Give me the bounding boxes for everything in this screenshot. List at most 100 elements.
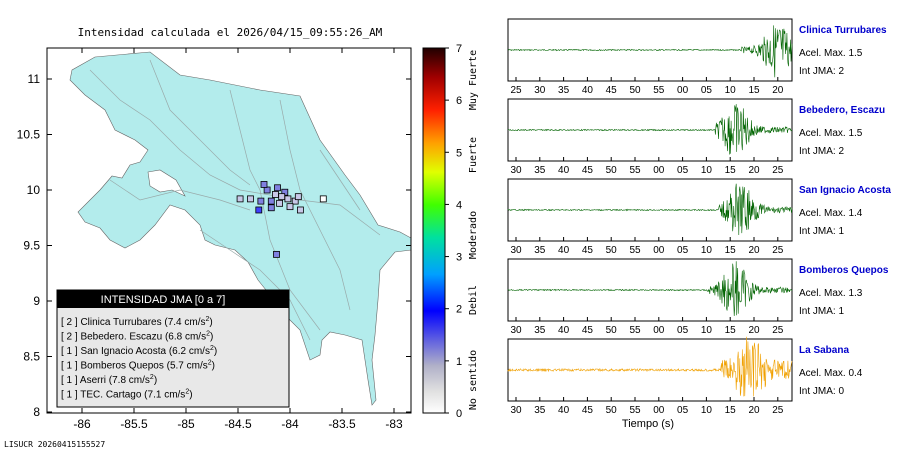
waveform-int-jma: Int JMA: 2 bbox=[799, 146, 844, 157]
waveform-x-tick-label: 25 bbox=[772, 245, 784, 256]
station-marker[interactable] bbox=[236, 195, 244, 203]
waveform-station-name: San Ignacio Acosta bbox=[799, 185, 891, 196]
waveform-int-jma: Int JMA: 0 bbox=[799, 386, 844, 397]
waveform-x-tick-label: 10 bbox=[725, 85, 737, 96]
waveform-trace bbox=[507, 183, 793, 236]
waveform-x-tick-label: 45 bbox=[606, 85, 618, 96]
station-marker[interactable] bbox=[272, 191, 279, 198]
station-marker[interactable] bbox=[286, 203, 294, 211]
waveform-x-tick-label: 30 bbox=[510, 325, 522, 336]
waveform-int-jma: Int JMA: 2 bbox=[799, 66, 844, 77]
map-y-ticks: 11 10.5 10 9.5 9 8.5 8 bbox=[17, 72, 411, 419]
station-marker[interactable] bbox=[255, 206, 263, 214]
station-marker[interactable] bbox=[284, 195, 292, 203]
station-marker[interactable] bbox=[247, 195, 254, 203]
colorbar-label: Debil bbox=[468, 285, 479, 315]
waveform-x-tick-label: 30 bbox=[510, 245, 522, 256]
waveform-x-tick-label: 05 bbox=[677, 325, 689, 336]
waveform-x-tick-label: 50 bbox=[606, 165, 618, 176]
waveform-x-tick-label: 15 bbox=[725, 165, 737, 176]
colorbar-tick-label: 0 bbox=[456, 408, 462, 420]
waveform-int-jma: Int JMA: 1 bbox=[799, 306, 844, 317]
waveform-station-name: Bomberos Quepos bbox=[799, 265, 889, 276]
waveform-x-tick-label: 40 bbox=[582, 85, 594, 96]
stations-layer bbox=[236, 181, 327, 258]
waveform-x-tick-label: 35 bbox=[558, 85, 570, 96]
legend-box: INTENSIDAD JMA [0 a 7] [ 2 ] Clinica Tur… bbox=[56, 289, 290, 408]
waveform-x-tick-label: 40 bbox=[558, 405, 570, 416]
waveform-x-tick-label: 25 bbox=[510, 85, 522, 96]
waveform-x-tick-label: 25 bbox=[772, 325, 784, 336]
station-marker[interactable] bbox=[274, 184, 281, 192]
waveform-x-tick-label: 15 bbox=[725, 405, 737, 416]
waveform-trace bbox=[507, 25, 793, 78]
waveform-x-tick-label: 20 bbox=[748, 325, 760, 336]
station-marker[interactable] bbox=[294, 193, 302, 201]
waveform-trace bbox=[507, 261, 793, 317]
waveform-x-tick-label: 15 bbox=[725, 245, 737, 256]
map-x-tick-label: -85.5 bbox=[120, 417, 148, 431]
station-marker[interactable] bbox=[260, 181, 268, 188]
waveform-x-tick-label: 45 bbox=[582, 165, 594, 176]
waveform-x-tick-label: 40 bbox=[558, 165, 570, 176]
station-marker[interactable] bbox=[263, 186, 271, 194]
map-x-tick-label: -85 bbox=[177, 417, 195, 431]
colorbar-label: Fuerte bbox=[468, 137, 479, 173]
waveform-x-tick-label: 20 bbox=[772, 85, 784, 96]
waveform-x-tick-label: 25 bbox=[772, 405, 784, 416]
station-marker[interactable] bbox=[267, 197, 275, 205]
waveform-x-tick-label: 15 bbox=[748, 85, 760, 96]
waveform-x-tick-label: 20 bbox=[748, 165, 760, 176]
waveform-acel-max: Acel. Max. 1.5 bbox=[799, 128, 863, 139]
waveform-x-tick-label: 35 bbox=[534, 405, 546, 416]
waveform-x-tick-label: 35 bbox=[534, 165, 546, 176]
waveform-x-tick-label: 45 bbox=[582, 245, 594, 256]
colorbar-label: No sentido bbox=[468, 350, 479, 410]
colorbar-tick-label: 2 bbox=[456, 304, 462, 316]
map-x-tick-label: -83 bbox=[385, 417, 403, 431]
waveform-panel: 30 35 40 45 50 55 00 05 10 15 20 25 Bomberos Quepos A… bbox=[507, 258, 889, 336]
waveform-x-tick-label: 00 bbox=[677, 85, 689, 96]
waveform-x-tick-label: 00 bbox=[653, 245, 665, 256]
waveform-x-tick-label: 00 bbox=[653, 325, 665, 336]
map-x-tick-label: -84 bbox=[281, 417, 299, 431]
waveform-station-name: Bebedero, Escazu bbox=[799, 105, 885, 116]
station-marker[interactable] bbox=[257, 197, 265, 205]
station-marker[interactable] bbox=[296, 206, 304, 214]
waveform-panel: 30 35 40 45 50 55 00 05 10 15 20 25 Bebedero, Escazu… bbox=[507, 98, 885, 176]
waveform-x-tick-label: 10 bbox=[701, 405, 713, 416]
waveform-x-tick-label: 10 bbox=[701, 165, 713, 176]
waveform-x-tick-label: 55 bbox=[629, 245, 641, 256]
road-network bbox=[89, 59, 381, 341]
map-x-ticks: -86 -85.5 -85 -84.5 -84 -83.5 -83 bbox=[73, 48, 403, 431]
waveform-x-tick-label: 50 bbox=[606, 405, 618, 416]
waveform-acel-max: Acel. Max. 1.5 bbox=[799, 48, 863, 59]
station-marker[interactable] bbox=[278, 193, 286, 201]
waveform-panels: 25 30 35 40 45 50 55 00 05 10 15 20 Clinica Turrubar… bbox=[507, 18, 891, 416]
waveform-acel-max: Acel. Max. 1.3 bbox=[799, 288, 863, 299]
colorbar-tick-label: 7 bbox=[456, 43, 462, 55]
waveform-x-tick-label: 05 bbox=[701, 85, 713, 96]
waveform-station-name: La Sabana bbox=[799, 345, 849, 356]
footer-id: LISUCR 20260415155527 bbox=[4, 440, 106, 449]
legend-item: [ 2 ] Clinica Turrubares (7.4 cm/s2) bbox=[61, 316, 213, 328]
waveform-x-tick-label: 50 bbox=[629, 85, 641, 96]
station-marker[interactable] bbox=[267, 204, 275, 212]
waveform-x-tick-label: 45 bbox=[582, 325, 594, 336]
station-marker[interactable] bbox=[319, 195, 327, 203]
waveform-panel: 30 35 40 45 50 55 00 05 10 15 20 25 San Ignacio Acos… bbox=[507, 178, 891, 256]
waveform-x-tick-label: 40 bbox=[558, 245, 570, 256]
map-x-tick-label: -86 bbox=[73, 417, 91, 431]
waveform-x-tick-label: 20 bbox=[748, 405, 760, 416]
station-marker[interactable] bbox=[273, 250, 280, 258]
waveform-x-label: Tiempo (s) bbox=[622, 418, 674, 430]
waveform-x-tick-label: 30 bbox=[510, 165, 522, 176]
colorbar-label: Moderado bbox=[468, 211, 479, 259]
map-panel: -86 -85.5 -85 -84.5 -84 -83.5 -83 11 10.5 10 9.5 9… bbox=[17, 47, 412, 431]
waveform-x-tick-label: 15 bbox=[725, 325, 737, 336]
station-marker[interactable] bbox=[276, 199, 284, 207]
legend-item: [ 1 ] San Ignacio Acosta (6.2 cm/s2) bbox=[61, 345, 217, 357]
waveform-x-tick-label: 30 bbox=[510, 405, 522, 416]
map-x-tick-label: -83.5 bbox=[328, 417, 356, 431]
waveform-trace bbox=[507, 336, 793, 397]
